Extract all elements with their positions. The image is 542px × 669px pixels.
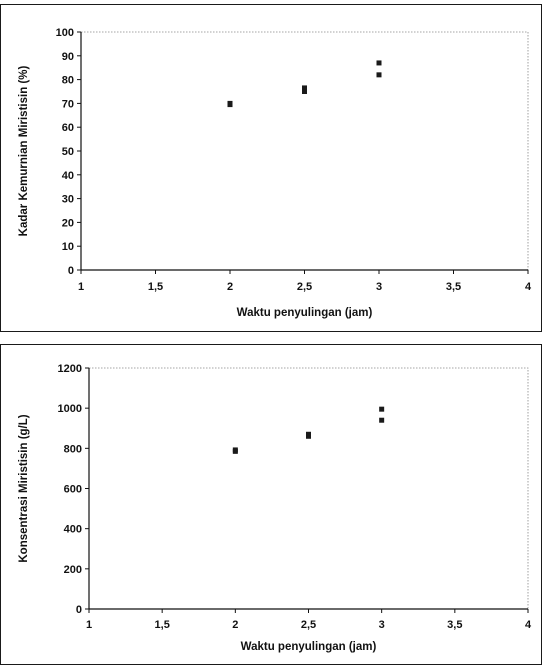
x-tick-label: 1 [86, 619, 92, 631]
x-tick-label: 1,5 [148, 281, 163, 293]
y-tick-label: 1200 [58, 363, 82, 375]
x-tick-label: 2,5 [301, 619, 316, 631]
data-point [302, 85, 307, 91]
x-tick-label: 2,5 [297, 281, 312, 293]
chart-panel-concentration: 0 200 400 600 800 1000 1200 1 1,5 2 2,5 3 3,5 4 Waktu … [0, 344, 542, 665]
data-point [302, 89, 307, 94]
x-tick-label: 2 [232, 619, 238, 631]
y-tick-label: 80 [62, 75, 74, 87]
y-tick-label: 1000 [58, 403, 82, 415]
y-tick-label: 90 [62, 51, 74, 63]
chart-panel-purity: 0 10 20 30 40 50 60 70 80 90 100 1 1,5 2 2,5 3 3,5 4 Waktu… [0, 4, 542, 332]
y-tick-label: 50 [62, 146, 74, 158]
y-tick-label: 100 [56, 27, 74, 39]
x-tick-label: 3,5 [446, 281, 461, 293]
y-axis-title: Kadar Kemurnian Miristisin (%) [18, 66, 30, 237]
data-point [376, 72, 382, 78]
y-axis-title: Konsentrasi Miristisin (g/L) [18, 414, 30, 562]
x-tick-label: 2 [227, 281, 233, 293]
x-tick-label: 1,5 [155, 619, 170, 631]
y-tick-label: 400 [64, 524, 82, 536]
x-tick-label: 3,5 [447, 619, 462, 631]
y-tick-label: 200 [64, 564, 82, 576]
y-tick-label: 30 [62, 194, 74, 206]
data-point [379, 406, 385, 412]
data-point [376, 60, 382, 66]
data-point [232, 447, 238, 453]
data-point [227, 100, 233, 106]
x-tick-label: 4 [525, 619, 532, 631]
x-tick-label: 3 [379, 619, 385, 631]
y-tick-label: 0 [76, 604, 82, 616]
y-tick-label: 40 [62, 170, 74, 182]
y-tick-label: 10 [62, 241, 74, 253]
x-axis-title: Waktu penyulingan (jam) [237, 307, 373, 319]
x-axis-title: Waktu penyulingan (jam) [241, 641, 377, 653]
y-tick-label: 20 [62, 217, 74, 229]
y-tick-label: 70 [62, 98, 74, 110]
y-tick-label: 800 [64, 443, 82, 455]
y-tick-label: 600 [64, 484, 82, 496]
y-tick-label: 60 [62, 122, 74, 134]
chart-purity: 0 10 20 30 40 50 60 70 80 90 100 1 1,5 2 2,5 3 3,5 4 Waktu… [18, 27, 532, 319]
y-tick-label: 0 [68, 265, 74, 277]
plot-area [88, 367, 529, 610]
plot-area [80, 31, 529, 271]
x-tick-label: 3 [376, 281, 382, 293]
x-tick-label: 1 [78, 281, 84, 293]
chart-concentration: 0 200 400 600 800 1000 1200 1 1,5 2 2,5 3 3,5 4 Waktu … [18, 363, 532, 653]
data-point [379, 417, 385, 423]
x-tick-label: 4 [525, 281, 532, 293]
data-point [306, 431, 311, 437]
